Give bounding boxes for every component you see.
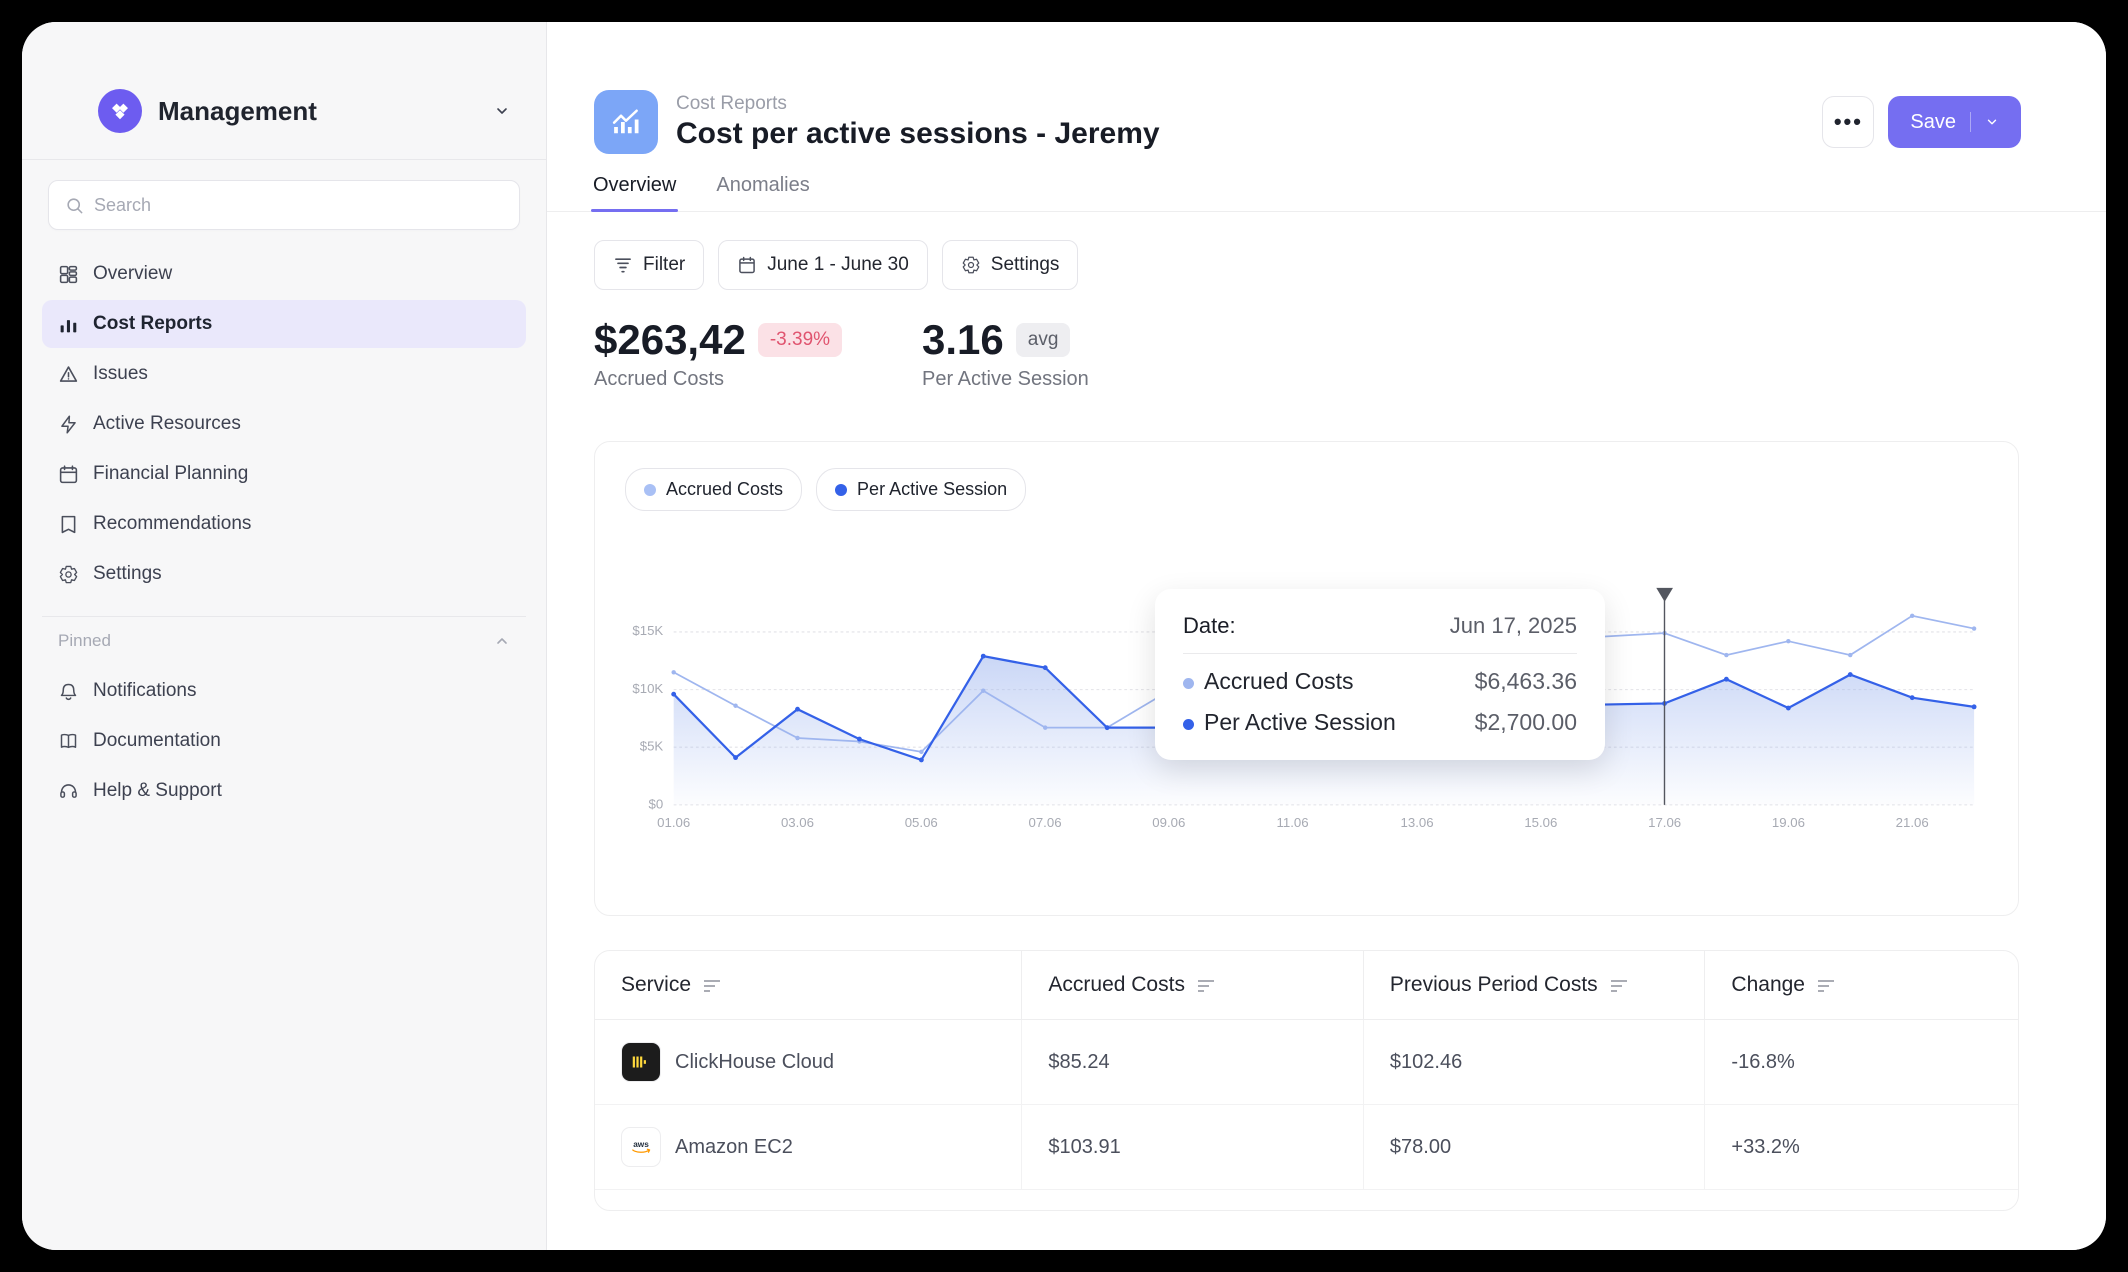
svg-text:05.06: 05.06 (905, 815, 938, 830)
svg-text:$0: $0 (649, 796, 664, 811)
svg-text:$5K: $5K (640, 739, 664, 754)
svg-text:19.06: 19.06 (1772, 815, 1805, 830)
svg-text:$10K: $10K (632, 681, 663, 696)
svg-text:$15K: $15K (632, 623, 663, 638)
svg-text:09.06: 09.06 (1152, 815, 1185, 830)
svg-text:11.06: 11.06 (1277, 815, 1309, 830)
svg-text:13.06: 13.06 (1401, 815, 1434, 830)
svg-text:15.06: 15.06 (1524, 815, 1557, 830)
svg-text:17.06: 17.06 (1648, 815, 1681, 830)
svg-text:07.06: 07.06 (1029, 815, 1062, 830)
svg-text:21.06: 21.06 (1896, 815, 1929, 830)
svg-text:01.06: 01.06 (657, 815, 690, 830)
svg-text:aws: aws (633, 1140, 649, 1149)
svg-text:03.06: 03.06 (781, 815, 814, 830)
